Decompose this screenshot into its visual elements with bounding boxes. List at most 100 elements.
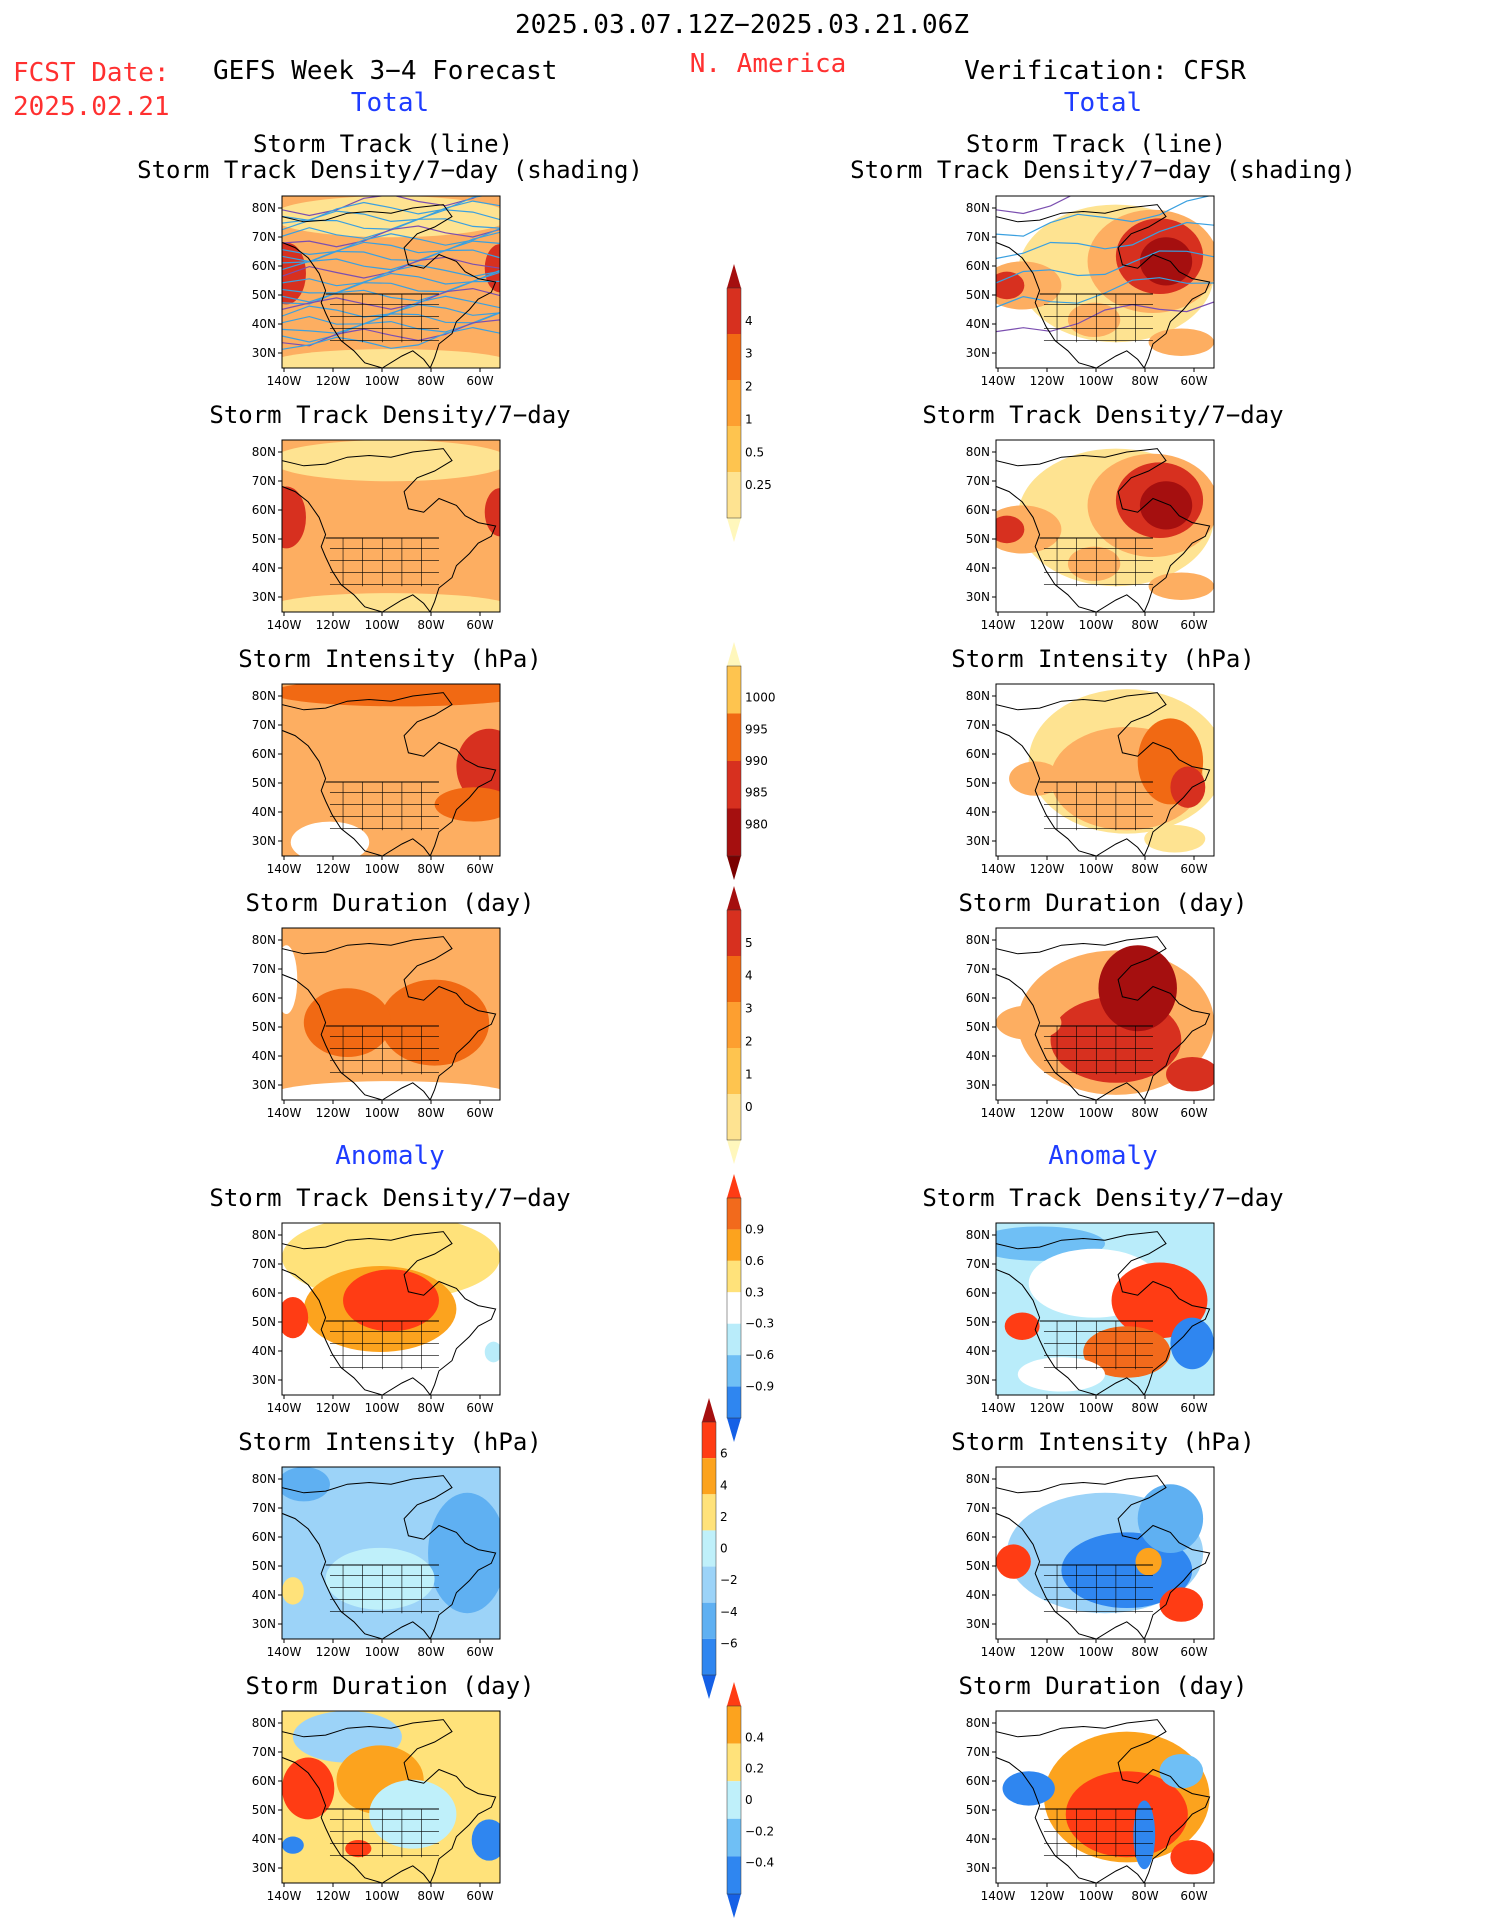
storm-track-line <box>996 196 1072 215</box>
colorbar-segment <box>727 1094 741 1140</box>
lat-label: 50N <box>966 776 990 790</box>
storm-track-line <box>996 250 1214 284</box>
lon-label: 120W <box>316 374 351 388</box>
colorbar-label: 1 <box>745 412 753 426</box>
lat-label: 50N <box>252 1559 276 1573</box>
lon-label: 100W <box>1079 1645 1114 1659</box>
colorbar-label: 0.5 <box>745 445 764 459</box>
colorbar-label: 3 <box>745 1002 753 1016</box>
colorbar-frame <box>726 665 742 857</box>
colorbar-label: 6 <box>720 1447 728 1461</box>
lon-label: 80W <box>1131 618 1158 632</box>
lon-label: 80W <box>1131 1401 1158 1415</box>
lon-label: 80W <box>417 1401 444 1415</box>
lon-label: 60W <box>1180 862 1207 876</box>
map-density-forecast: 80N 70N 60N 50N 40N 30N 140W 120W 100W 80W 60W <box>252 439 501 632</box>
title-duration-left: Storm Duration (day) <box>245 889 535 917</box>
shading-region <box>996 1544 1031 1579</box>
storm-track-line <box>282 256 500 279</box>
colorbar-frame <box>726 1705 742 1895</box>
lat-label: 70N <box>966 1257 990 1271</box>
fcst-date-label: FCST Date: <box>13 58 170 88</box>
lon-label: 60W <box>1180 374 1207 388</box>
colorbar-frame <box>726 1197 742 1419</box>
shading-region <box>1004 1312 1040 1340</box>
colorbar-label: 0 <box>745 1100 753 1114</box>
lat-label: 80N <box>252 1716 276 1730</box>
shading-region <box>1166 1057 1214 1092</box>
colorbar-label: 990 <box>745 754 768 768</box>
shading-region <box>1137 1484 1204 1553</box>
lat-label: 60N <box>252 503 276 517</box>
map-duration-anomaly-forecast: 80N 70N 60N 50N 40N 30N 140W 120W 100W 80W 60W <box>252 1710 501 1903</box>
colorbar-segment <box>727 713 741 761</box>
shading-region <box>1170 1317 1214 1370</box>
lat-label: 80N <box>966 933 990 947</box>
colorbar-label: 0 <box>745 1793 753 1807</box>
shading-region <box>1111 1262 1208 1339</box>
shading-region <box>1144 825 1206 853</box>
lat-label: 60N <box>252 259 276 273</box>
colorbar-label: 4 <box>720 1478 728 1492</box>
storm-track-line <box>282 326 500 350</box>
storm-track-line <box>282 240 500 264</box>
lat-label: 50N <box>252 1020 276 1034</box>
lat-label: 40N <box>252 1832 276 1846</box>
map-frame <box>281 1710 501 1884</box>
coastline <box>996 692 1211 856</box>
storm-track-line <box>282 280 500 305</box>
map-intensity-forecast: 80N 70N 60N 50N 40N 30N 140W 120W 100W 80W 60W <box>252 683 501 876</box>
map-frame <box>281 927 501 1101</box>
lon-label: 60W <box>466 1106 493 1120</box>
map-frame <box>995 1466 1215 1640</box>
lon-label: 140W <box>267 1106 302 1120</box>
lat-label: 50N <box>252 1803 276 1817</box>
map-shading <box>996 928 1214 1100</box>
map-frame <box>995 1710 1215 1884</box>
shading-region <box>282 349 500 368</box>
lat-label: 50N <box>252 532 276 546</box>
storm-track-line <box>282 287 500 310</box>
colorbar-label: −0.3 <box>745 1317 774 1331</box>
shading-region <box>1002 1771 1055 1806</box>
map-density-verification: 80N 70N 60N 50N 40N 30N 140W 120W 100W 80W 60W <box>966 439 1215 632</box>
colorbar-segment <box>727 472 741 518</box>
lon-label: 140W <box>267 374 302 388</box>
coastline <box>996 204 1211 368</box>
lon-label: 60W <box>466 618 493 632</box>
lat-label: 60N <box>252 1530 276 1544</box>
lon-label: 100W <box>365 1645 400 1659</box>
lat-label: 50N <box>966 532 990 546</box>
lon-label: 60W <box>466 374 493 388</box>
lat-label: 70N <box>966 1501 990 1515</box>
colorbar-segment <box>727 1818 741 1857</box>
lat-label: 40N <box>252 317 276 331</box>
colorbar-label: 0.9 <box>745 1222 764 1236</box>
storm-track-line <box>996 277 1214 308</box>
colorbar-label: 1000 <box>745 691 776 705</box>
lon-label: 140W <box>267 618 302 632</box>
lon-label: 140W <box>981 862 1016 876</box>
lon-label: 80W <box>417 1645 444 1659</box>
shading-region <box>282 486 306 549</box>
shading-region <box>1148 328 1214 356</box>
colorbar-top-arrow <box>702 1398 716 1422</box>
lat-label: 50N <box>966 288 990 302</box>
colorbar-segment <box>727 288 741 334</box>
title-density-anom-right: Storm Track Density/7−day <box>922 1184 1284 1212</box>
shading-region <box>380 979 490 1066</box>
lon-label: 140W <box>981 1889 1016 1903</box>
shading-region <box>1139 481 1193 530</box>
shading-region <box>282 1836 304 1854</box>
shading-region <box>428 1492 500 1614</box>
colorbar-bottom-arrow <box>727 1894 741 1918</box>
shading-region <box>1135 1547 1162 1576</box>
title-density-right: Storm Track Density/7−day <box>922 401 1284 429</box>
map-intensity-verification: 80N 70N 60N 50N 40N 30N 140W 120W 100W 80W 60W <box>966 683 1215 876</box>
lat-label: 80N <box>966 689 990 703</box>
coastline <box>996 1231 1211 1395</box>
lat-label: 40N <box>252 1588 276 1602</box>
lat-label: 70N <box>252 1501 276 1515</box>
map-frame <box>995 439 1215 613</box>
lat-label: 80N <box>252 201 276 215</box>
